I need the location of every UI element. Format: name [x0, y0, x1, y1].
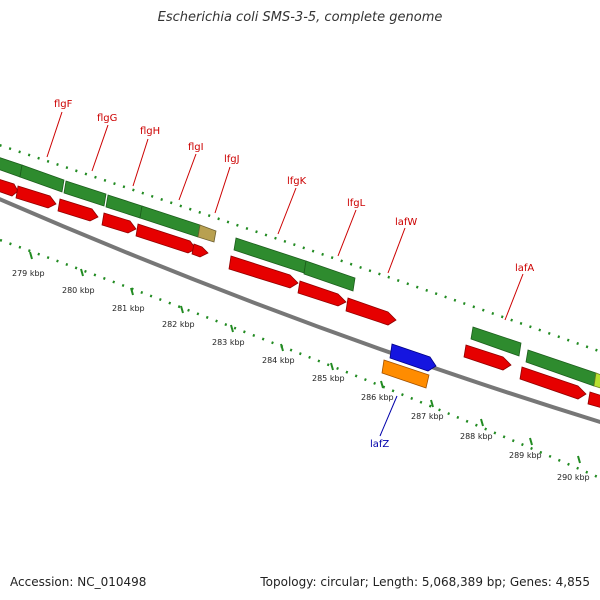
tick-label-290: 290 kbp [557, 473, 590, 482]
gene-label-lfgL: lfgL [347, 198, 366, 209]
gene-label-leaders [46, 111, 524, 321]
cds-reverse [345, 297, 397, 326]
kbp-tick-marks [29, 251, 581, 464]
tick-label-285: 285 kbp [312, 374, 345, 383]
cds-reverse [101, 212, 137, 234]
cds-reverse [463, 344, 512, 371]
tick-label-287: 287 kbp [411, 412, 444, 421]
cds-forward [105, 194, 143, 219]
map-title: Escherichia coli SMS-3-5, complete genom… [157, 10, 443, 25]
cds-reverse [0, 179, 19, 197]
cds-partial [593, 372, 600, 389]
gene-label-flgF: flgF [54, 99, 73, 110]
tick-label-288: 288 kbp [460, 432, 493, 441]
cds-reverse [519, 366, 587, 400]
cds-reverse [587, 391, 600, 408]
cds-reverse [228, 255, 299, 289]
cds-reverse [297, 280, 347, 307]
gene-label-lafW: lafW [395, 217, 417, 228]
cds-forward [470, 326, 522, 357]
reverse-strand-features [0, 179, 600, 408]
cds-reverse [135, 223, 197, 254]
feature-ring-dots [0, 144, 600, 353]
tick-label-280: 280 kbp [62, 286, 95, 295]
lafz-feature-selected[interactable] [389, 343, 437, 372]
cds-reverse [191, 243, 209, 258]
gene-label-lfgJ: lfgJ [224, 154, 240, 165]
gene-label-flgI: flgI [188, 142, 204, 153]
kbp-ruler-dots [0, 238, 600, 480]
tick-label-283: 283 kbp [212, 338, 245, 347]
cds-forward [63, 180, 107, 207]
tick-label-279: 279 kbp [12, 269, 45, 278]
tick-label-281: 281 kbp [112, 304, 145, 313]
genome-summary-label: Topology: circular; Length: 5,068,389 bp… [260, 575, 590, 589]
gene-label-lafA: lafA [515, 263, 534, 274]
cds-forward [19, 164, 65, 193]
tick-label-282: 282 kbp [162, 320, 195, 329]
cds-partial [197, 224, 217, 243]
lafz-feature[interactable] [381, 359, 430, 389]
gene-label-flgH: flgH [140, 126, 160, 137]
gene-label-lafZ: lafZ [370, 439, 389, 450]
accession-label: Accession: NC_010498 [10, 575, 147, 589]
cds-forward [303, 260, 356, 292]
genome-backbone [0, 197, 600, 425]
tick-label-284: 284 kbp [262, 356, 295, 365]
cds-reverse [15, 185, 57, 209]
gene-label-flgG: flgG [97, 113, 117, 124]
cds-forward [0, 157, 23, 178]
tick-label-289: 289 kbp [509, 451, 542, 460]
forward-strand-features [0, 157, 597, 387]
tick-label-286: 286 kbp [361, 393, 394, 402]
gene-label-lfgK: lfgK [287, 176, 307, 187]
lafz-leader [379, 395, 398, 437]
cds-reverse [57, 198, 99, 222]
